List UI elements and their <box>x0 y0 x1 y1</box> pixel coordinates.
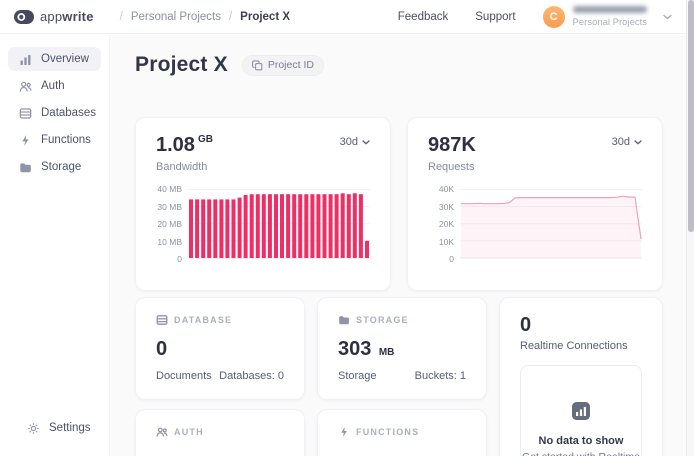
storage-folder-icon <box>19 161 32 174</box>
database-card: DATABASE 0 Documents Databases: 0 <box>135 297 305 400</box>
documents-count: 0 <box>156 338 168 360</box>
bandwidth-range-select[interactable]: 30d <box>340 134 370 148</box>
functions-category-label: FUNCTIONS <box>356 427 420 437</box>
bandwidth-value: 1.08 <box>156 134 195 156</box>
appwrite-logo-icon <box>14 9 34 24</box>
y-axis-tick-label: 40K <box>438 184 454 194</box>
requests-chart-svg <box>460 189 642 259</box>
sidebar-item-functions[interactable]: Functions <box>8 128 101 152</box>
y-axis-tick-label: 0 <box>449 254 454 264</box>
breadcrumb-separator: / <box>228 10 233 23</box>
y-axis-tick-label: 10K <box>438 236 454 247</box>
copy-icon <box>251 59 263 71</box>
chevron-down-icon <box>634 139 642 145</box>
bandwidth-label: Bandwidth <box>156 161 208 173</box>
breadcrumb-project-x[interactable]: Project X <box>240 10 291 23</box>
bandwidth-card: 1.08 GB 30d Bandwidth 40 MB 30 MB 20 MB 10 … <box>135 117 391 291</box>
storage-label: Storage <box>338 370 377 382</box>
overview-page: Project X Project ID 1.08 GB 30d Bandwid… <box>110 35 694 456</box>
database-category-label: DATABASE <box>174 315 233 325</box>
y-axis-tick-label: 10 MB <box>157 236 182 247</box>
y-axis-tick-label: 30 MB <box>157 201 182 212</box>
auth-users-icon <box>19 80 32 93</box>
y-axis-tick-label: 20 MB <box>157 219 182 229</box>
requests-plot-area <box>460 189 642 259</box>
storage-category-label: STORAGE <box>356 315 409 325</box>
sidebar-item-overview[interactable]: Overview <box>8 47 101 71</box>
support-link[interactable]: Support <box>475 10 516 23</box>
account-org-label: Personal Projects <box>572 16 647 28</box>
sidebar-item-settings[interactable]: Settings <box>16 416 93 440</box>
breadcrumb-personal-projects[interactable]: Personal Projects <box>130 10 221 23</box>
sidebar-item-label: Overview <box>41 53 89 65</box>
y-axis-tick-label: 0 <box>177 254 182 264</box>
storage-value: 303 <box>338 338 372 360</box>
realtime-connections-count: 0 <box>520 314 532 336</box>
realtime-card: 0 Realtime Connections No data to show G… <box>499 297 663 456</box>
avatar: C <box>542 5 565 28</box>
sidebar-item-storage[interactable]: Storage <box>8 155 101 179</box>
scrollbar-thumb[interactable] <box>688 0 694 232</box>
breadcrumb-separator: / <box>119 10 123 23</box>
databases-count: Databases: 0 <box>219 370 284 382</box>
sidebar-item-databases[interactable]: Databases <box>8 101 101 125</box>
y-axis-tick-label: 40 MB <box>157 184 182 194</box>
page-title: Project X <box>135 53 228 76</box>
account-name-redacted <box>572 5 647 13</box>
sidebar-item-auth[interactable]: Auth <box>8 74 101 98</box>
project-id-badge[interactable]: Project ID <box>241 54 324 76</box>
requests-value: 987K <box>428 134 476 156</box>
bandwidth-plot-area <box>188 189 370 259</box>
auth-category-label: AUTH <box>174 427 204 437</box>
appwrite-logo[interactable]: appwrite <box>14 9 94 24</box>
chevron-down-icon <box>663 14 672 20</box>
auth-card: AUTH <box>135 409 305 456</box>
bandwidth-chart: 40 MB 30 MB 20 MB 10 MB 0 <box>156 184 370 264</box>
bandwidth-y-axis: 40 MB 30 MB 20 MB 10 MB 0 <box>156 184 188 264</box>
chevron-down-icon <box>362 139 370 145</box>
overview-chart-icon <box>19 53 32 66</box>
sidebar-item-label: Auth <box>41 80 65 92</box>
feedback-link[interactable]: Feedback <box>397 10 449 23</box>
no-data-title: No data to show <box>538 435 624 447</box>
gear-icon <box>27 422 40 435</box>
documents-label: Documents <box>156 370 212 382</box>
sidebar-item-label: Storage <box>41 161 82 173</box>
bandwidth-unit: GB <box>197 134 213 145</box>
sidebar-nav: Overview Auth Databases Functions Storag… <box>0 35 110 456</box>
get-started-realtime-link[interactable]: Get started with Realtime <box>522 451 640 456</box>
functions-card: FUNCTIONS <box>317 409 487 456</box>
buckets-count: Buckets: 1 <box>414 370 466 382</box>
auth-users-icon <box>156 426 168 438</box>
account-menu[interactable]: C Personal Projects <box>542 5 672 28</box>
databases-icon <box>19 107 32 120</box>
requests-card: 987K 30d Requests 40K 30K 20K 10K 0 <box>407 117 663 291</box>
no-data-chart-icon <box>572 402 590 420</box>
sidebar-item-label: Functions <box>41 134 91 146</box>
storage-folder-icon <box>338 314 350 326</box>
y-axis-tick-label: 30K <box>438 201 454 212</box>
functions-bolt-icon <box>19 134 32 147</box>
project-id-badge-label: Project ID <box>267 59 314 71</box>
requests-range-select[interactable]: 30d <box>612 134 642 148</box>
top-bar: appwrite / Personal Projects / Project X… <box>0 0 694 34</box>
realtime-connections-label: Realtime Connections <box>520 340 628 352</box>
sidebar-item-label: Databases <box>41 107 96 119</box>
window-scrollbar <box>686 0 694 456</box>
bandwidth-chart-svg <box>188 189 370 259</box>
appwrite-logo-text: appwrite <box>40 9 94 24</box>
realtime-empty-state: No data to show Get started with Realtim… <box>520 365 642 456</box>
database-table-icon <box>156 314 168 326</box>
sidebar-item-label: Settings <box>49 422 91 434</box>
functions-bolt-icon <box>338 426 350 438</box>
storage-unit: MB <box>378 347 395 358</box>
requests-label: Requests <box>428 161 475 173</box>
breadcrumb: / Personal Projects / Project X <box>120 11 290 23</box>
storage-card: STORAGE 303 MB Storage Buckets: 1 <box>317 297 487 400</box>
y-axis-tick-label: 20K <box>438 219 454 229</box>
requests-chart: 40K 30K 20K 10K 0 <box>428 184 642 264</box>
requests-y-axis: 40K 30K 20K 10K 0 <box>428 184 460 264</box>
